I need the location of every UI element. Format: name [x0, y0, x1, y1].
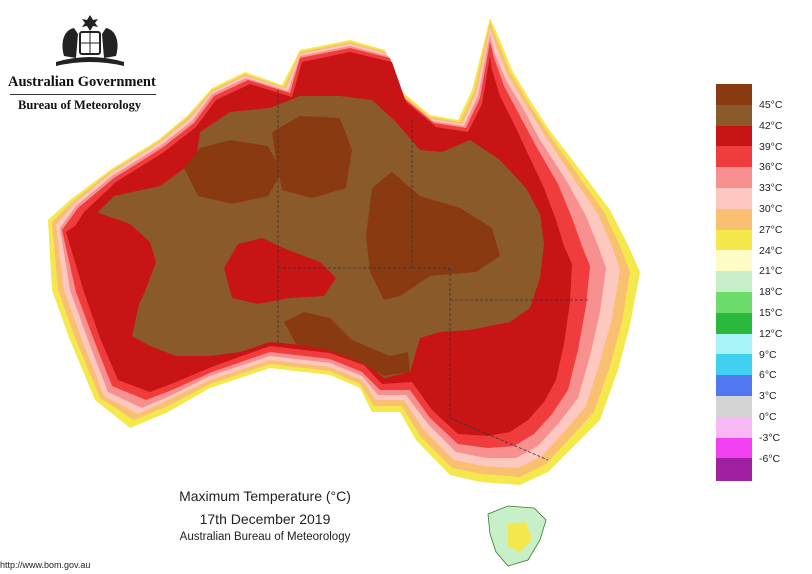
legend-label: 6°C — [759, 369, 777, 382]
legend-label: -6°C — [759, 452, 781, 465]
legend-swatch — [716, 333, 752, 357]
legend-label: 30°C — [759, 203, 783, 215]
pocket-central — [224, 238, 336, 304]
legend-swatch — [716, 458, 752, 482]
legend-swatch — [716, 396, 752, 419]
map-source: Australian Bureau of Meteorology — [179, 531, 351, 543]
legend-swatch — [716, 271, 752, 294]
hotspot-tanami — [272, 116, 352, 198]
legend-swatch — [716, 354, 752, 378]
legend-label: -3°C — [759, 431, 781, 444]
map-date: 17th December 2019 — [199, 511, 331, 527]
header-divider — [10, 94, 156, 95]
legend-swatch — [716, 208, 752, 232]
legend-label: 18°C — [759, 286, 783, 299]
legend-label: 33°C — [759, 182, 783, 195]
government-title: Australian Government — [8, 74, 156, 90]
website-url[interactable]: http://www.bom.gov.au — [0, 560, 91, 570]
legend-label: 15°C — [759, 307, 783, 319]
legend-label: 21°C — [759, 265, 783, 278]
legend-label: 3°C — [759, 390, 777, 403]
tasmania-warm — [508, 522, 532, 552]
legend-swatch — [716, 250, 752, 274]
legend-swatch — [716, 375, 752, 398]
legend-label: 36°C — [759, 161, 783, 174]
legend-label: 9°C — [759, 348, 777, 361]
legend-label: 27°C — [759, 223, 783, 236]
legend-swatch — [716, 437, 752, 461]
map-caption: Maximum Temperature (°C) 17th December 2… — [150, 487, 380, 545]
government-logo: Australian Government Bureau of Meteorol… — [8, 12, 158, 117]
legend-swatch — [716, 312, 752, 336]
hotspot-sa — [284, 312, 410, 376]
legend-label: 39°C — [759, 140, 783, 153]
temperature-legend: 45°C 42°C 39°C 36°C 33°C 30°C 27°C 24°C 21°C 18°C… — [716, 84, 796, 482]
legend-swatch — [716, 416, 752, 440]
map-title: Maximum Temperature (°C) — [179, 488, 351, 504]
hotspot-pilbara — [184, 140, 282, 204]
state-borders — [277, 90, 588, 461]
legend-swatch — [716, 84, 752, 107]
legend-swatch — [716, 125, 752, 149]
pocket-wa — [66, 212, 156, 342]
coat-of-arms-icon — [56, 15, 124, 66]
legend-label: 12°C — [759, 327, 783, 340]
legend-label: 24°C — [759, 244, 783, 257]
legend-swatch — [716, 229, 752, 253]
legend-label: 0°C — [759, 411, 777, 423]
legend-swatch — [716, 104, 752, 128]
legend-label: 45°C — [759, 99, 783, 111]
legend-swatch — [716, 146, 752, 170]
bureau-name: Bureau of Meteorology — [18, 98, 142, 112]
legend-label: 42°C — [759, 119, 783, 132]
legend-swatch — [716, 188, 752, 211]
legend-swatch — [716, 167, 752, 190]
legend-swatch — [716, 292, 752, 315]
